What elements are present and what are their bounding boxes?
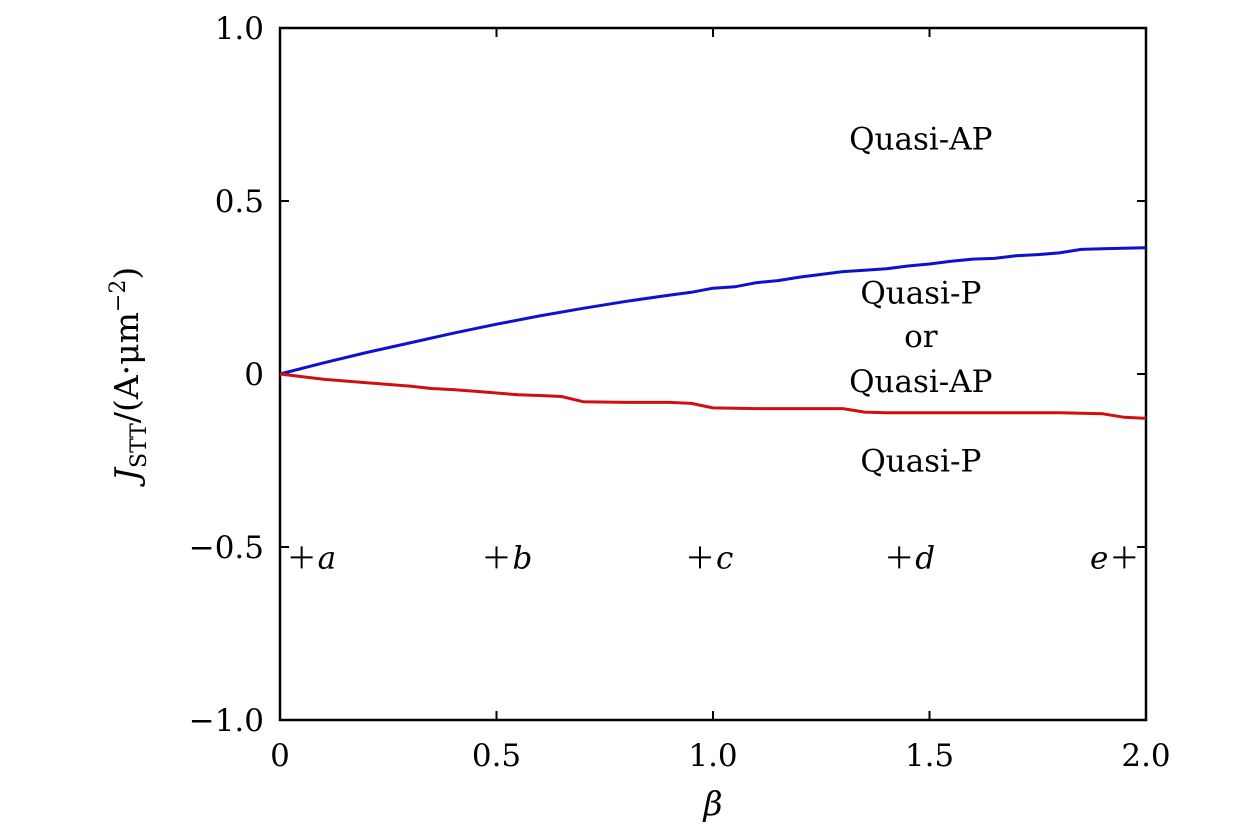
x-tick-label: 2.0 bbox=[1121, 738, 1170, 774]
x-tick-label: 1.5 bbox=[905, 738, 954, 774]
y-axis-title: JSTT/(A·μm−2) bbox=[106, 267, 152, 487]
y-axis-title-sub: STT bbox=[127, 423, 152, 468]
marker-e: e bbox=[1090, 540, 1136, 576]
y-tick-label: −0.5 bbox=[189, 530, 264, 566]
y-tick-label: 0 bbox=[244, 357, 264, 393]
y-tick-label: 1.0 bbox=[215, 11, 264, 47]
marker-b: b bbox=[485, 540, 533, 576]
y-axis-title-main: J bbox=[107, 466, 146, 487]
x-tick-label: 0 bbox=[270, 738, 290, 774]
y-tick-label: −1.0 bbox=[189, 703, 264, 739]
marker-label: e bbox=[1090, 540, 1108, 576]
region-labels: Quasi-AP Quasi-P or Quasi-AP Quasi-P bbox=[849, 122, 992, 480]
series-group bbox=[279, 246, 1147, 420]
region-label: Quasi-AP bbox=[849, 364, 992, 400]
x-tick-label: 1.0 bbox=[688, 738, 737, 774]
y-axis-title-close: ) bbox=[107, 267, 146, 280]
plot-frame bbox=[278, 26, 1148, 722]
series-line-1 bbox=[279, 246, 1147, 376]
x-axis-title: β bbox=[701, 784, 722, 823]
region-label: Quasi-AP bbox=[849, 122, 992, 158]
marker-label: c bbox=[716, 540, 733, 576]
point-markers: a b c d e bbox=[290, 540, 1136, 576]
region-label: Quasi-P bbox=[860, 276, 981, 312]
marker-c: c bbox=[689, 540, 733, 576]
x-tick-label: 0.5 bbox=[472, 738, 521, 774]
marker-a: a bbox=[290, 540, 336, 576]
marker-d: d bbox=[888, 540, 935, 576]
region-label: Quasi-P bbox=[860, 444, 981, 480]
ticks: 0 0.5 1.0 1.5 2.0 −1.0 −0.5 0 0.5 1.0 bbox=[189, 11, 1171, 774]
marker-label: d bbox=[915, 540, 935, 576]
y-tick-label: 0.5 bbox=[215, 184, 264, 220]
marker-label: b bbox=[513, 540, 533, 576]
marker-label: a bbox=[318, 540, 336, 576]
y-axis-title-rest: /(A·μm bbox=[107, 312, 146, 423]
region-label: or bbox=[904, 319, 938, 355]
series-line-2 bbox=[279, 372, 1147, 420]
y-axis-title-sup: −2 bbox=[106, 280, 131, 312]
